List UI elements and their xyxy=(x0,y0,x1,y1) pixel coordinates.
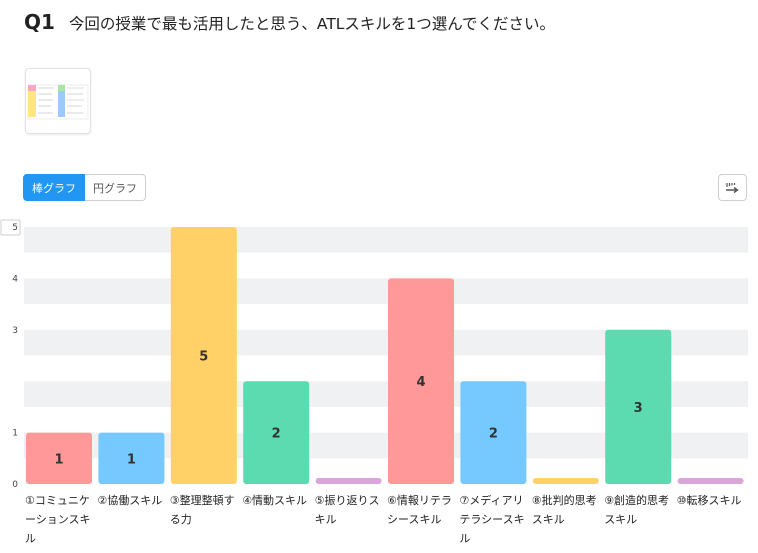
bar[interactable] xyxy=(388,278,454,484)
category-label: ル xyxy=(25,532,36,545)
question-number: Q1 xyxy=(24,10,55,34)
category-label: テラシースキ xyxy=(459,513,524,526)
bar-value-label: 1 xyxy=(54,452,63,467)
grid-band xyxy=(24,278,748,305)
bar[interactable] xyxy=(243,381,310,484)
y-tick-label: 5 xyxy=(12,223,18,233)
category-label: ⑤振り返りス xyxy=(315,493,380,507)
category-label: ⑩転移スキル xyxy=(677,494,742,507)
category-label: ②協働スキル xyxy=(97,494,162,507)
category-label: ⑥情報リテラ xyxy=(387,494,452,507)
image-thumbnail-icon[interactable] xyxy=(25,68,91,134)
category-label: ④情動スキル xyxy=(242,493,307,507)
category-label: ③整理整頓す xyxy=(170,493,235,507)
y-max-tick-box xyxy=(0,219,21,236)
y-tick-label: 0 xyxy=(12,480,18,490)
category-label: ①コミュニケ xyxy=(25,494,90,507)
bar-chart-button[interactable]: 棒グラフ xyxy=(23,174,85,201)
bar-value-label: 5 xyxy=(199,350,208,365)
bar-chart: 013451①コミュニケーションスキル1②協働スキル5③整理整頓する力2④情動ス… xyxy=(0,219,748,545)
bar[interactable] xyxy=(460,381,527,484)
sort-bars-icon[interactable] xyxy=(718,174,747,201)
question-text: 今回の授業で最も活用したと思う、ATLスキルを1つ選んでください。 xyxy=(68,15,556,33)
bar-value-label: 3 xyxy=(634,401,643,416)
bar-value-label: 2 xyxy=(272,427,281,442)
bar[interactable] xyxy=(677,478,744,484)
bar[interactable] xyxy=(26,432,92,484)
bar-value-label: 2 xyxy=(489,427,498,442)
category-label: ル xyxy=(459,532,470,545)
category-label: シースキル xyxy=(387,513,441,526)
bar[interactable] xyxy=(98,432,165,484)
y-tick-label: 3 xyxy=(12,326,18,336)
bar-value-label: 1 xyxy=(127,452,136,467)
bar[interactable] xyxy=(170,227,237,484)
bar[interactable] xyxy=(532,478,599,484)
grid-band xyxy=(24,227,748,253)
category-label: ⑦メディアリ xyxy=(459,493,523,507)
question-header: Q1 今回の授業で最も活用したと思う、ATLスキルを1つ選んでください。 xyxy=(24,10,555,34)
y-tick-label: 1 xyxy=(12,429,18,439)
y-tick-label: 4 xyxy=(12,274,18,284)
chart-type-toggle: 棒グラフ 円グラフ xyxy=(23,174,146,201)
bar[interactable] xyxy=(315,478,382,484)
bar-value-label: 4 xyxy=(416,375,425,390)
category-label: スキル xyxy=(604,513,637,526)
category-label: ⑨創造的思考 xyxy=(604,493,669,507)
bar[interactable] xyxy=(605,329,672,484)
category-label: キル xyxy=(315,513,337,526)
category-label: スキル xyxy=(532,513,565,526)
category-label: ーションスキ xyxy=(25,513,91,526)
category-label: ⑧批判的思考 xyxy=(532,493,597,507)
category-label: る力 xyxy=(170,513,192,526)
pie-chart-button[interactable]: 円グラフ xyxy=(85,174,146,201)
